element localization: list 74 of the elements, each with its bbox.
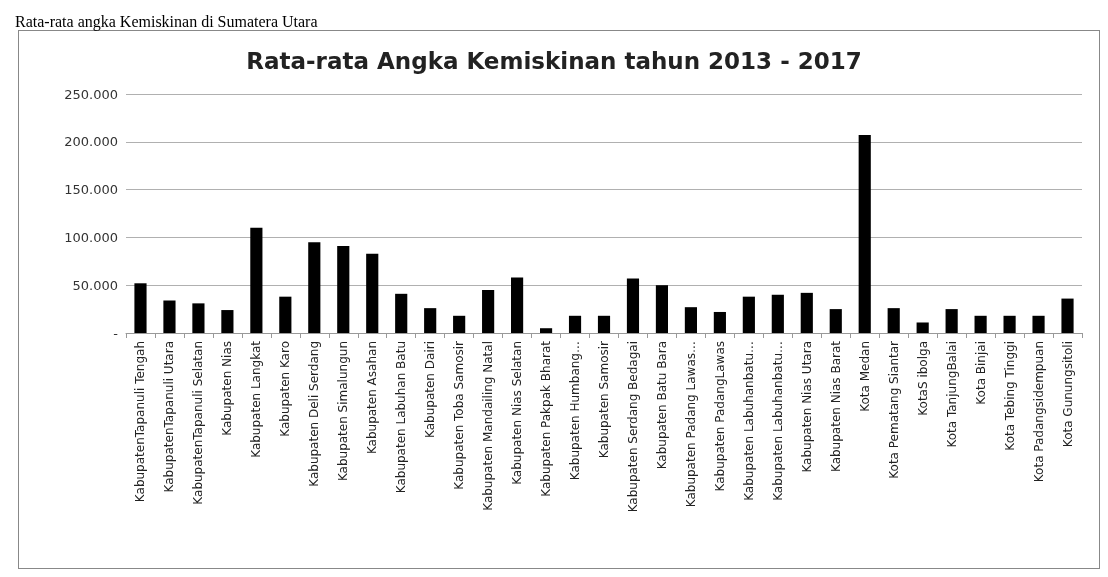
x-tick-label: Kabupaten Toba Samosir — [452, 340, 467, 490]
bar — [1061, 298, 1074, 333]
text: Rata-rata angka Kemiskinan di Sumatera Utara — [15, 12, 318, 31]
bar — [134, 283, 147, 333]
x-tick-label: KabupatenTapanuli Utara — [162, 341, 177, 493]
bar — [597, 315, 611, 333]
x-tick-label: Kabupaten Samosir — [597, 340, 611, 459]
x-tick-label: Kabupaten Nias — [220, 341, 235, 436]
bar — [655, 285, 669, 333]
x-tick-label: KotaS ibolga — [915, 341, 930, 416]
bar — [337, 246, 350, 333]
bar — [308, 242, 321, 333]
x-tick-label: Kota Pematang Siantar — [886, 340, 901, 479]
x-tick-label: Kota TanjungBalai — [944, 341, 959, 448]
bar — [829, 309, 842, 333]
x-tick-label: Kota Binjai — [973, 341, 988, 405]
x-tick-label: Kabupaten Nias Selatan — [510, 341, 525, 485]
x-tick-label: KabupatenTapanuli Tengah — [133, 341, 148, 503]
bar — [424, 308, 437, 333]
x-tick-label: Kabupaten PadangLawas — [712, 341, 727, 492]
y-tick-label: 50.000 — [72, 277, 118, 293]
bar — [974, 315, 987, 333]
x-tick-label: Kabupaten Pakpak Bharat — [539, 340, 554, 497]
x-tick-label: Kota Tebing Tinggi — [1002, 341, 1017, 451]
x-tick-label: KabupatenTapanuli Selatan — [191, 341, 206, 505]
x-tick-label: Kabupaten Nias Utara — [799, 341, 814, 473]
x-tick-label: Kabupaten Padang Lawas… — [683, 341, 698, 508]
x-tick-label: Kota Medan — [857, 341, 872, 412]
bar — [800, 292, 813, 333]
bar — [1003, 315, 1016, 333]
bar — [511, 277, 524, 333]
x-tick-label: Kabupaten Simalungun — [336, 341, 351, 482]
x-tick-label: Kabupaten Asahan — [365, 341, 380, 455]
bar — [366, 253, 379, 333]
x-tick-label: Kabupaten Batu Bara — [654, 341, 669, 470]
x-tick-label: Kabupaten Serdang Bedagai — [625, 341, 640, 513]
x-tick-label: Kabupaten Deli Serdang — [307, 341, 322, 487]
x-tick-label: Kabupaten Labuhanbatu… — [770, 341, 785, 501]
bar — [453, 315, 466, 333]
x-tick-label: Kabupaten Nias Barat — [828, 340, 843, 473]
bar — [482, 289, 495, 333]
y-tick-label: 100.000 — [64, 229, 118, 245]
bar — [945, 309, 958, 333]
x-tick-label: Kabupaten Labuhanbatu… — [741, 341, 756, 501]
bar — [916, 322, 929, 333]
bar — [250, 227, 263, 333]
bar — [626, 278, 640, 333]
y-tick-label: 200.000 — [64, 134, 118, 150]
y-tick-label: - — [113, 325, 119, 341]
x-tick-label: Kota Padangsidempuan — [1031, 341, 1046, 483]
x-tick-label: Kabupaten Dairi — [423, 341, 438, 438]
bar — [568, 315, 582, 333]
y-tick-label: 250.000 — [64, 86, 118, 102]
bar — [684, 307, 697, 333]
x-tick-label: Kabupaten Karo — [278, 341, 293, 437]
bar — [713, 311, 726, 333]
chart-title: Rata-rata Angka Kemiskinan tahun 2013 - 2017 — [246, 47, 862, 74]
bar — [771, 294, 784, 333]
bar — [279, 296, 292, 333]
x-tick-label: Kabupaten Labuhan Batu — [394, 341, 409, 494]
bar — [858, 135, 871, 333]
x-tick-label: Kabupaten Mandailing Natal — [481, 341, 496, 511]
bar — [163, 300, 176, 333]
bar — [1032, 315, 1045, 333]
bar — [221, 310, 234, 333]
bar — [395, 293, 408, 333]
bar — [887, 308, 900, 333]
bar — [192, 303, 205, 333]
x-tick-label: Kabupaten Langkat — [249, 340, 264, 458]
x-tick-label: Kabupaten Humbang… — [568, 341, 583, 481]
y-tick-label: 150.000 — [64, 182, 118, 198]
x-tick-label: Kota Gunungsitoli — [1060, 341, 1075, 448]
bar — [742, 296, 755, 333]
bar — [539, 328, 553, 333]
